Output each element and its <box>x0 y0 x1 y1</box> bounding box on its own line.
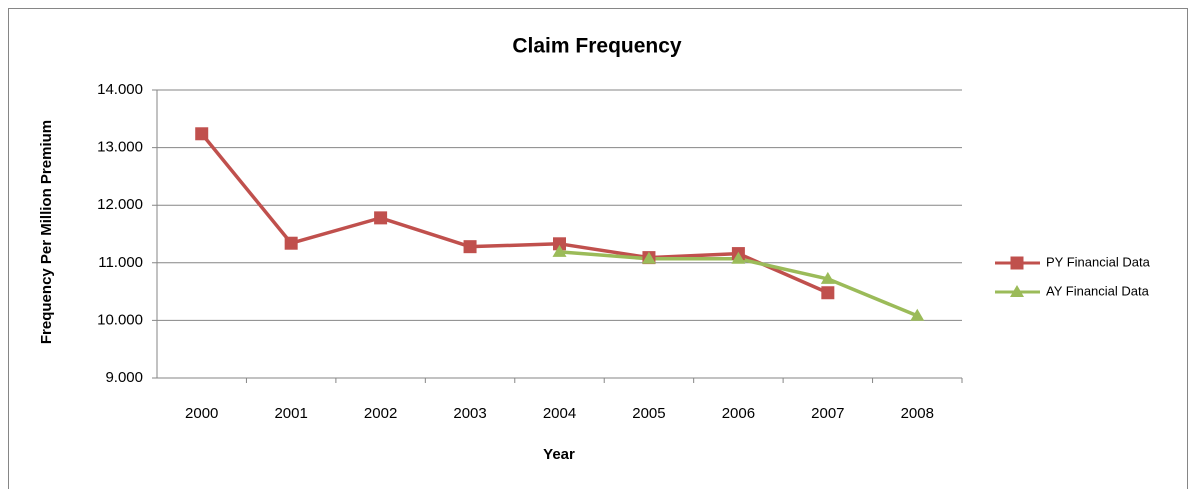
series-line <box>200 132 829 295</box>
x-tick-label: 2003 <box>453 405 486 422</box>
legend-marker <box>1010 285 1024 297</box>
x-tick-label: 2008 <box>901 405 934 422</box>
y-tick-label: 10.000 <box>97 311 143 328</box>
x-axis-title: Year <box>543 446 575 463</box>
data-point <box>284 236 298 250</box>
x-tick-label: 2001 <box>274 405 307 422</box>
data-point <box>910 308 925 321</box>
data-point <box>463 240 477 254</box>
data-point <box>374 211 388 225</box>
data-point <box>195 127 209 141</box>
legend-text: PY Financial Data <box>1046 254 1151 269</box>
x-tick-label: 2005 <box>632 405 665 422</box>
y-axis-title: Frequency Per Million Premium <box>38 120 55 344</box>
x-tick-label: 2004 <box>543 405 576 422</box>
y-tick-label: 13.000 <box>97 139 143 156</box>
x-tick-label: 2000 <box>185 405 218 422</box>
y-tick-label: 12.000 <box>97 196 143 213</box>
data-point <box>821 286 835 300</box>
legend-text: AY Financial Data <box>1046 283 1150 298</box>
data-point <box>553 237 566 251</box>
data-point <box>820 271 835 284</box>
data-point <box>552 244 567 257</box>
y-tick-label: 14.000 <box>97 81 143 98</box>
y-tick-label: 9.000 <box>105 369 143 386</box>
y-tick-label: 11.000 <box>98 254 143 271</box>
x-tick-label: 2002 <box>364 405 397 422</box>
x-tick-label: 2006 <box>722 405 755 422</box>
legend-marker <box>1010 256 1024 270</box>
data-point <box>641 251 656 264</box>
x-tick-label: 2007 <box>811 405 844 422</box>
chart-title: Claim Frequency <box>512 35 682 58</box>
data-point <box>731 251 746 264</box>
